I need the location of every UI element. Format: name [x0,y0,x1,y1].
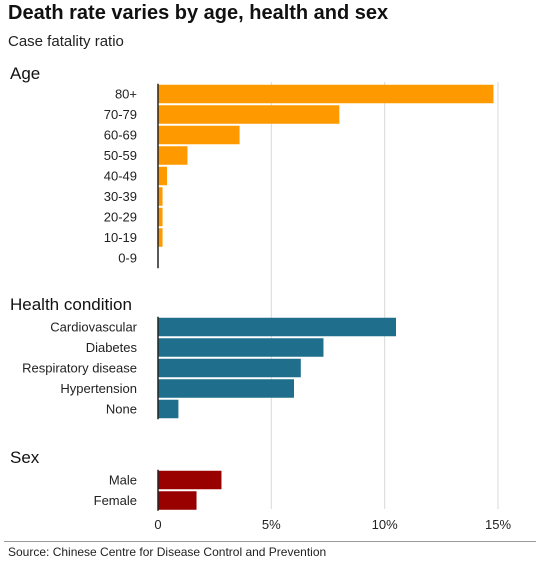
category-label: 20-29 [104,210,137,225]
bar-health [158,379,294,398]
footer-divider [4,541,536,542]
chart-subtitle: Case fatality ratio [8,33,124,50]
category-label: Female [94,493,137,508]
category-label: 80+ [115,87,137,102]
category-label: Male [109,473,137,488]
bar-sex [158,470,222,490]
category-label: 50-59 [104,148,137,163]
group-heading: Age [10,64,40,83]
bar-health [158,358,301,378]
category-label: Hypertension [60,381,137,396]
x-tick-label: 15% [485,517,511,532]
category-label: 30-39 [104,189,137,204]
category-label: 0-9 [118,251,137,266]
category-label: 70-79 [104,107,137,122]
x-tick-label: 10% [372,517,398,532]
bar-age [158,84,494,104]
category-label: Diabetes [86,340,138,355]
category-label: None [106,402,137,417]
category-label: 10-19 [104,230,137,245]
bar-sex [158,491,197,510]
chart-title: Death rate varies by age, health and sex [8,2,389,24]
bar-age [158,187,163,206]
bar-age [158,125,240,145]
bar-age [158,228,163,247]
x-tick-label: 0 [154,517,161,532]
bar-age [158,207,163,227]
source-note: Source: Chinese Centre for Disease Contr… [8,545,327,559]
category-label: 60-69 [104,128,137,143]
x-tick-label: 5% [262,517,281,532]
bar-health [158,338,324,357]
bar-age [158,166,168,186]
group-heading: Health condition [10,295,132,314]
bar-health [158,317,396,337]
bar-health [158,399,179,419]
bar-age [158,105,340,124]
group-heading: Sex [10,448,40,467]
category-label: Cardiovascular [50,320,137,335]
category-label: Respiratory disease [22,361,137,376]
bar-age [158,146,188,165]
category-label: 40-49 [104,169,137,184]
